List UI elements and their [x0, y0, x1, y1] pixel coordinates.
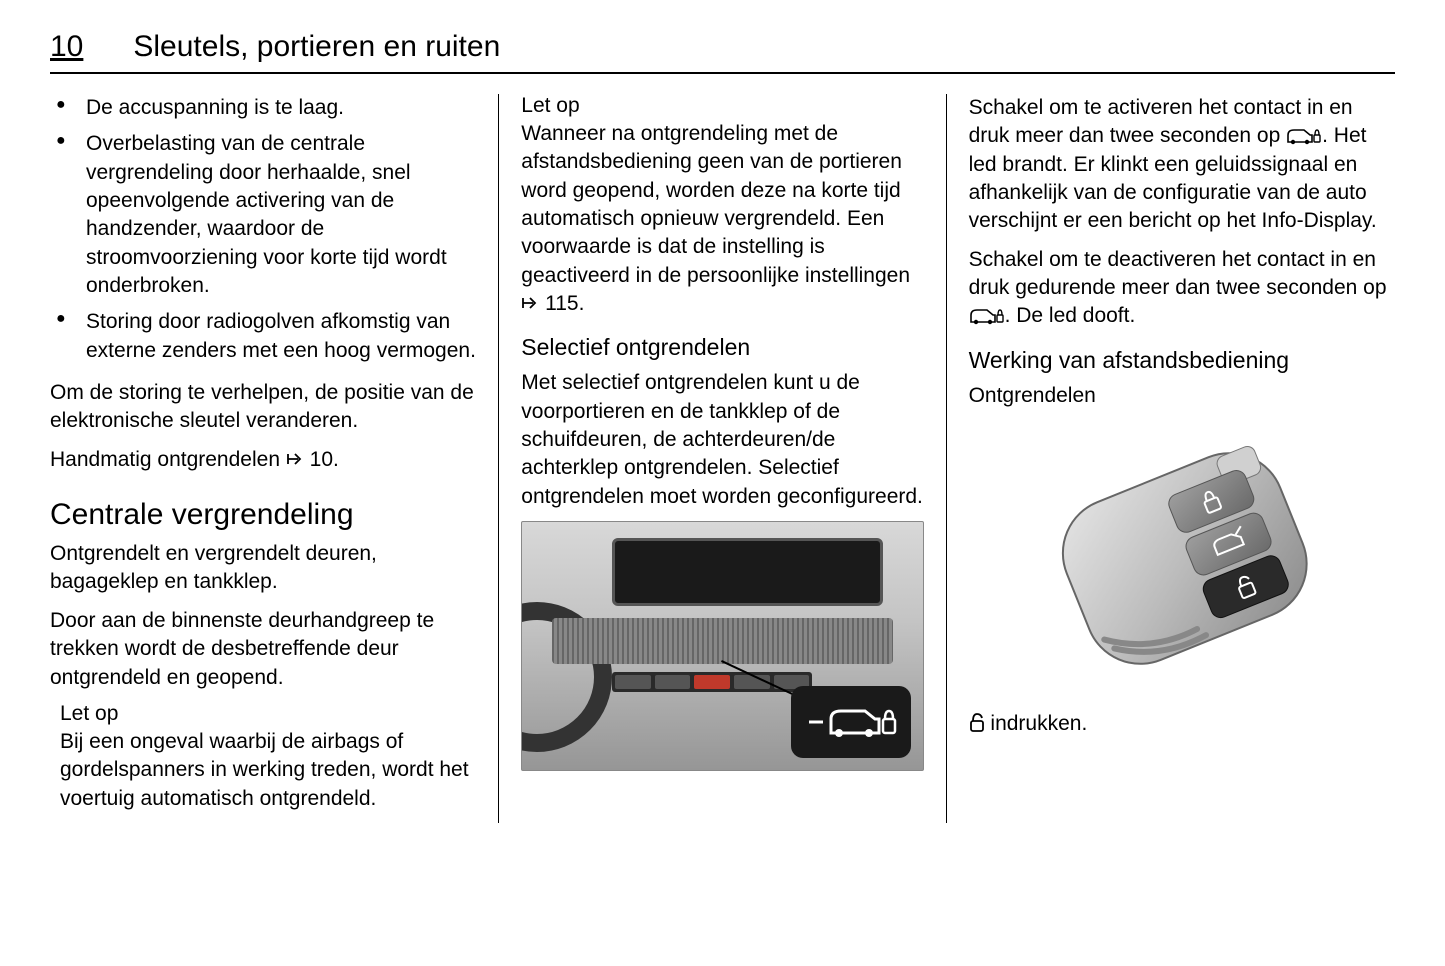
body-paragraph: Ontgrendelt en vergrendelt deuren, bagag… [50, 540, 476, 597]
body-paragraph: indrukken. [969, 710, 1395, 738]
section-heading: Centrale vergrendeling [50, 498, 476, 532]
page-number: 10 [50, 30, 83, 64]
content-columns: De accuspanning is te laag. Overbelastin… [50, 94, 1395, 823]
body-paragraph: Door aan de binnenste deurhandgreep te t… [50, 607, 476, 692]
note-block: Let op Bij een ongeval waarbij de airbag… [50, 702, 476, 813]
body-paragraph: Om de storing te verhelpen, de positie v… [50, 379, 476, 436]
text-fragment: Schakel om te deactiveren het contact in… [969, 248, 1387, 299]
body-paragraph: Schakel om te activeren het contact in e… [969, 94, 1395, 236]
note-block: Let op Wanneer na ontgrendeling met de a… [521, 94, 923, 318]
list-item: De accuspanning is te laag. [50, 94, 476, 122]
text-fragment: 115. [539, 292, 584, 315]
unlock-icon [969, 713, 985, 733]
column-2: Let op Wanneer na ontgrendeling met de a… [498, 94, 946, 823]
text-fragment: Handmatig ontgrendelen [50, 448, 286, 471]
note-title: Let op [60, 702, 476, 726]
page-header: 10 Sleutels, portieren en ruiten [50, 30, 1395, 74]
note-body: Bij een ongeval waarbij de airbags of go… [60, 728, 476, 813]
text-fragment: 10. [304, 448, 339, 471]
fault-causes-list: De accuspanning is te laag. Overbelastin… [50, 94, 476, 365]
car-lock-icon [1286, 126, 1322, 146]
subsection-heading: Selectief ontgrendelen [521, 334, 923, 361]
list-item: Overbelasting van de centrale vergrendel… [50, 130, 476, 300]
column-1: De accuspanning is te laag. Overbelastin… [50, 94, 498, 823]
body-paragraph: Met selectief ontgrendelen kunt u de voo… [521, 369, 923, 511]
column-3: Schakel om te activeren het contact in e… [947, 94, 1395, 823]
key-fob-graphic [1002, 425, 1362, 705]
body-paragraph: Handmatig ontgrendelen 10. [50, 446, 476, 474]
page-title: Sleutels, portieren en ruiten [133, 30, 500, 64]
cross-reference-icon [286, 450, 304, 468]
air-vent-graphic [552, 618, 892, 664]
cross-reference-icon [521, 294, 539, 312]
car-lock-button-icon [803, 697, 899, 747]
text-fragment: indrukken. [985, 712, 1088, 735]
text-fragment: . De led dooft. [1005, 304, 1136, 327]
key-fob-figure [969, 420, 1395, 710]
subsection-heading: Werking van afstandsbediening [969, 347, 1395, 374]
note-title: Let op [521, 94, 923, 118]
callout-bubble [791, 686, 911, 758]
sub-heading: Ontgrendelen [969, 382, 1395, 410]
note-body: Wanneer na ontgrendeling met de afstands… [521, 120, 923, 318]
list-item: Storing door radiogolven afkomstig van e… [50, 308, 476, 365]
infotainment-screen-graphic [612, 538, 882, 606]
body-paragraph: Schakel om te deactiveren het contact in… [969, 246, 1395, 331]
dashboard-figure [521, 521, 923, 771]
car-lock-icon [969, 306, 1005, 326]
text-fragment: Wanneer na ontgrendeling met de afstands… [521, 122, 910, 287]
